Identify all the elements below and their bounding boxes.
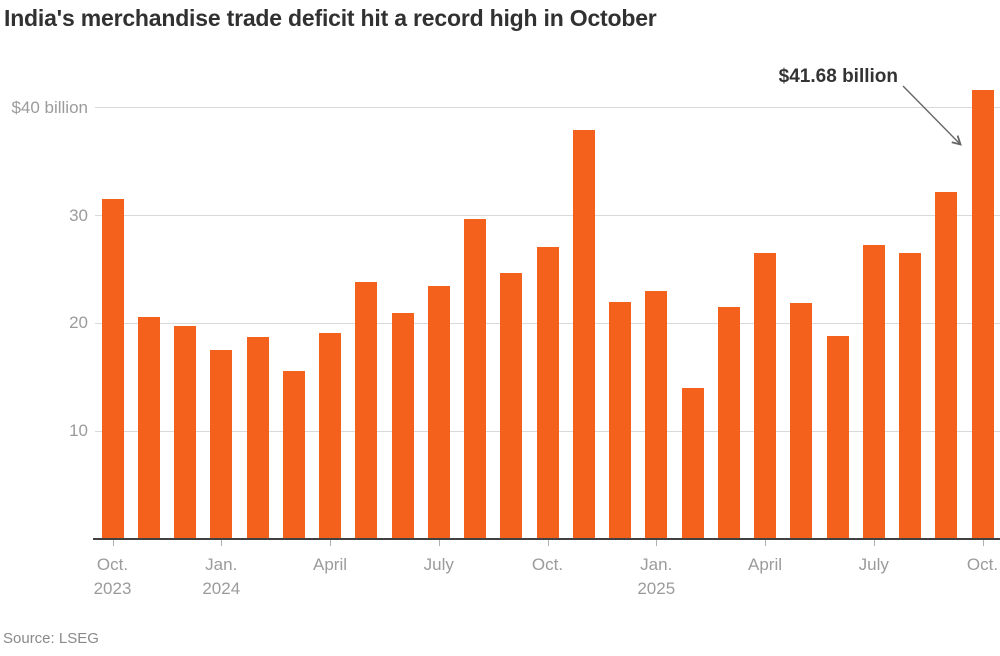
bar-jan-2025: [645, 291, 668, 539]
x-axis-label: April: [747, 555, 782, 574]
x-axis-label: Oct.: [96, 555, 129, 574]
bar-apr-2025: [754, 253, 776, 539]
bar-apr-2024: [319, 333, 341, 539]
x-axis-tick-jan-2024: [221, 540, 223, 546]
bar-feb-2025: [681, 388, 704, 539]
gridline-30: [95, 215, 1000, 217]
bar-aug-2024: [464, 218, 486, 539]
bar-jun-2024: [391, 312, 414, 539]
y-axis-label-30: 30: [69, 205, 88, 225]
bar-mar-2024: [282, 370, 305, 539]
x-axis-tick-april-18: [765, 540, 766, 546]
x-axis-line: [93, 538, 1000, 540]
x-axis-tick-oct-24: [982, 540, 984, 546]
x-axis-tick-jan-2025: [656, 540, 658, 546]
bar-aug-2025: [899, 253, 921, 539]
bar-oct-2023: [101, 199, 124, 539]
source-label: Source: LSEG: [3, 630, 99, 647]
bar-nov-2023: [137, 316, 160, 539]
annotation-arrow: [902, 85, 970, 155]
x-axis-year-label: 2025: [637, 579, 676, 598]
bar-oct-2024: [536, 246, 559, 539]
bar-nov-2024: [572, 130, 595, 539]
x-axis-tick-july-21: [873, 540, 875, 546]
x-axis-label: April: [312, 555, 347, 574]
x-axis-label: Jan.: [640, 555, 673, 574]
y-axis-label-10: 10: [69, 421, 88, 441]
x-axis-tick-oct-2023: [112, 540, 114, 546]
y-axis-label-20: 20: [69, 313, 88, 333]
y-axis-label-40: $40 billion: [11, 97, 88, 117]
bar-jul-2025: [862, 244, 885, 539]
bar-sep-2025: [935, 191, 958, 539]
bar-feb-2024: [246, 337, 269, 539]
bar-jun-2025: [826, 336, 849, 539]
bar-dec-2023: [174, 325, 196, 539]
x-axis-label: July: [423, 555, 454, 574]
bar-jan-2024: [210, 350, 233, 539]
x-axis-label: Oct.: [531, 555, 564, 574]
x-axis-label: July: [858, 555, 889, 574]
chart-title: India's merchandise trade deficit hit a …: [4, 5, 657, 31]
x-axis-label: Oct.: [966, 555, 999, 574]
x-axis-year-label: 2024: [202, 579, 241, 598]
bar-sep-2024: [500, 272, 523, 539]
x-axis-tick-oct-12: [547, 540, 549, 546]
bar-dec-2024: [609, 301, 631, 539]
bar-may-2024: [355, 282, 378, 539]
bar-may-2025: [790, 302, 813, 539]
bar-mar-2025: [717, 307, 740, 539]
bar-jul-2024: [427, 285, 450, 539]
x-axis-tick-july-9: [438, 540, 440, 546]
record-annotation: $41.68 billion: [778, 66, 898, 87]
x-axis-tick-april-6: [330, 540, 331, 546]
x-axis-label: Jan.: [205, 555, 238, 574]
x-axis-year-label: 2023: [93, 579, 132, 598]
bar-oct-2025: [971, 89, 994, 539]
gridline-40: [95, 107, 1000, 109]
